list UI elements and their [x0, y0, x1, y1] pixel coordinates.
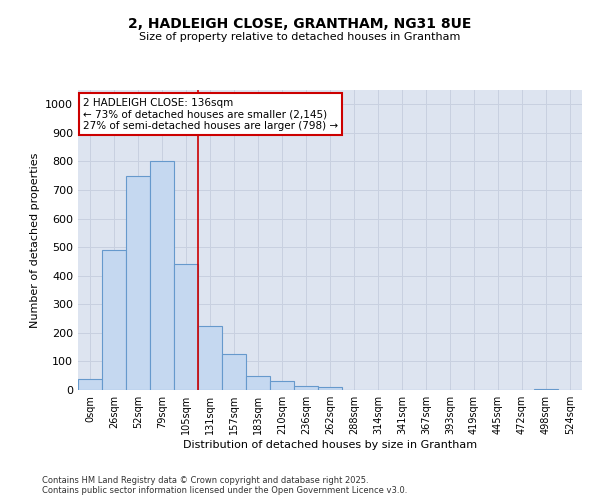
Bar — [78, 378, 102, 390]
Bar — [174, 264, 198, 390]
Bar — [126, 176, 150, 390]
Bar — [318, 387, 342, 390]
Bar — [294, 386, 318, 390]
Bar — [270, 382, 294, 390]
Y-axis label: Number of detached properties: Number of detached properties — [29, 152, 40, 328]
Bar — [102, 250, 126, 390]
Text: Contains HM Land Registry data © Crown copyright and database right 2025.
Contai: Contains HM Land Registry data © Crown c… — [42, 476, 407, 495]
Text: Size of property relative to detached houses in Grantham: Size of property relative to detached ho… — [139, 32, 461, 42]
Bar — [246, 376, 270, 390]
Text: 2 HADLEIGH CLOSE: 136sqm
← 73% of detached houses are smaller (2,145)
27% of sem: 2 HADLEIGH CLOSE: 136sqm ← 73% of detach… — [83, 98, 338, 130]
Bar — [222, 354, 246, 390]
Bar — [198, 326, 222, 390]
Text: 2, HADLEIGH CLOSE, GRANTHAM, NG31 8UE: 2, HADLEIGH CLOSE, GRANTHAM, NG31 8UE — [128, 18, 472, 32]
Bar — [150, 162, 174, 390]
X-axis label: Distribution of detached houses by size in Grantham: Distribution of detached houses by size … — [183, 440, 477, 450]
Bar — [534, 388, 558, 390]
